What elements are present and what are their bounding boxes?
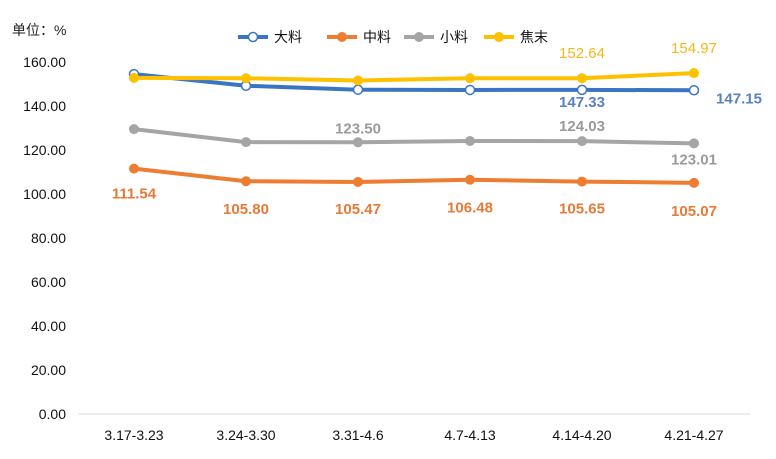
data-label: 124.03 bbox=[559, 118, 605, 135]
y-tick-label: 0.00 bbox=[39, 406, 66, 422]
y-tick-label: 20.00 bbox=[31, 362, 66, 378]
series-group bbox=[129, 163, 699, 188]
x-tick-label: 4.21-4.27 bbox=[664, 427, 723, 443]
series-line bbox=[132, 127, 696, 146]
data-label: 105.65 bbox=[559, 201, 605, 218]
legend-label: 大料 bbox=[274, 29, 302, 45]
data-point bbox=[464, 84, 476, 96]
data-point bbox=[352, 84, 364, 95]
x-tick-label: 4.7-4.13 bbox=[444, 427, 496, 443]
series-group bbox=[129, 68, 699, 86]
unit-label: 单位：% bbox=[12, 22, 66, 38]
data-point bbox=[577, 136, 587, 147]
x-axis: 3.17-3.23 3.24-3.30 3.31-4.6 4.7-4.13 4.14-4… bbox=[78, 413, 750, 443]
data-label: 152.64 bbox=[559, 45, 605, 62]
data-point bbox=[241, 176, 251, 187]
legend-item: 焦末 bbox=[484, 29, 548, 45]
y-tick-label: 80.00 bbox=[31, 230, 66, 246]
data-label: 105.47 bbox=[335, 201, 381, 218]
y-tick-label: 140.00 bbox=[23, 98, 66, 114]
series-line bbox=[132, 72, 696, 93]
x-tick-label: 3.31-4.6 bbox=[332, 427, 384, 443]
series-line bbox=[132, 166, 696, 185]
data-point bbox=[129, 124, 139, 135]
legend-label: 中料 bbox=[363, 29, 391, 45]
data-point bbox=[353, 75, 363, 86]
data-point bbox=[689, 138, 699, 149]
y-axis: 0.00 20.00 40.00 60.00 80.00 100.00 120.00 140.… bbox=[23, 54, 66, 422]
data-point bbox=[689, 68, 699, 79]
data-label: 123.50 bbox=[335, 120, 381, 137]
y-tick-label: 100.00 bbox=[23, 186, 66, 202]
data-label: 111.54 bbox=[112, 186, 157, 203]
data-point bbox=[353, 176, 363, 187]
data-point bbox=[576, 84, 588, 96]
legend: 大料 中料 小料 焦末 bbox=[238, 29, 548, 45]
data-point bbox=[129, 163, 139, 174]
y-tick-label: 60.00 bbox=[31, 274, 66, 290]
x-tick-label: 4.14-4.20 bbox=[552, 427, 611, 443]
x-tick-label: 3.17-3.23 bbox=[104, 427, 163, 443]
y-tick-label: 120.00 bbox=[23, 142, 66, 158]
data-point bbox=[241, 137, 251, 148]
data-point bbox=[465, 174, 475, 185]
legend-marker bbox=[414, 32, 424, 42]
data-point bbox=[241, 73, 251, 84]
legend-label: 焦末 bbox=[520, 29, 548, 45]
legend-item: 大料 bbox=[238, 29, 302, 45]
series-group bbox=[129, 124, 699, 149]
data-point bbox=[465, 135, 475, 146]
data-label: 105.07 bbox=[671, 203, 717, 220]
y-tick-label: 160.00 bbox=[23, 54, 66, 70]
data-point bbox=[129, 72, 139, 83]
series-lines bbox=[128, 68, 700, 188]
data-label: 154.97 bbox=[671, 40, 717, 57]
legend-item: 中料 bbox=[327, 29, 391, 45]
legend-marker bbox=[247, 31, 259, 43]
data-point bbox=[577, 176, 587, 187]
legend-item: 小料 bbox=[404, 29, 468, 45]
data-labels: 147.33 147.15 111.54 105.80 105.47 106.48 105.… bbox=[112, 40, 762, 220]
x-tick-label: 3.24-3.30 bbox=[216, 427, 275, 443]
series-group bbox=[128, 68, 700, 96]
data-point bbox=[577, 73, 587, 84]
y-tick-label: 40.00 bbox=[31, 318, 66, 334]
data-point bbox=[353, 137, 363, 148]
legend-marker bbox=[337, 32, 347, 42]
data-label: 105.80 bbox=[223, 201, 269, 218]
series-line bbox=[132, 71, 696, 83]
data-label: 147.33 bbox=[559, 94, 605, 111]
data-label: 123.01 bbox=[671, 151, 717, 168]
legend-marker bbox=[494, 32, 504, 42]
data-point bbox=[688, 85, 700, 96]
legend-label: 小料 bbox=[440, 29, 468, 45]
data-point bbox=[689, 177, 699, 188]
data-label: 106.48 bbox=[447, 200, 493, 217]
data-label: 147.15 bbox=[716, 90, 762, 107]
data-point bbox=[465, 73, 475, 84]
